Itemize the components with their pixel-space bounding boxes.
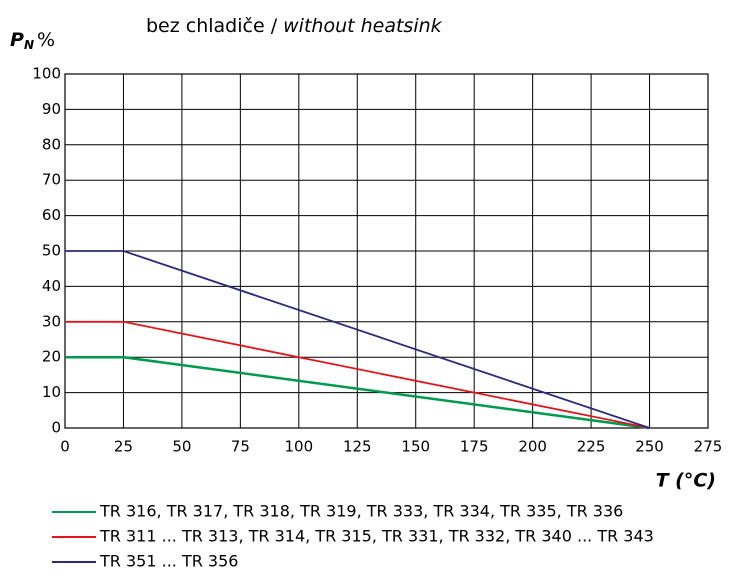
x-tick-label: 50 bbox=[172, 438, 191, 456]
title-cz: bez chladiče / bbox=[146, 15, 278, 37]
x-tick-label: 275 bbox=[694, 438, 723, 456]
y-tick-label: 40 bbox=[42, 277, 61, 295]
y-tick-label: 0 bbox=[51, 419, 61, 437]
y-tick-label: 70 bbox=[42, 171, 61, 189]
series-line bbox=[65, 355, 650, 430]
y-tick-label: 10 bbox=[42, 383, 61, 401]
series-line bbox=[65, 320, 650, 429]
y-tick-label: 20 bbox=[42, 348, 61, 366]
x-tick-label: 225 bbox=[577, 438, 606, 456]
x-tick-label: 150 bbox=[401, 438, 430, 456]
x-tick-label: 125 bbox=[343, 438, 372, 456]
x-tick-label: 200 bbox=[518, 438, 547, 456]
y-label-unit: % bbox=[37, 29, 55, 51]
x-tick-label: 0 bbox=[60, 438, 70, 456]
x-tick-label: 175 bbox=[460, 438, 489, 456]
y-tick-label: 30 bbox=[42, 312, 61, 330]
y-axis-label: PN% bbox=[10, 29, 55, 52]
chart-title: bez chladiče / without heatsink bbox=[146, 15, 443, 37]
x-axis-label: T (°C) bbox=[656, 470, 716, 492]
legend-label: TR 311 ... TR 313, TR 314, TR 315, TR 33… bbox=[99, 527, 654, 546]
y-tick-label: 90 bbox=[42, 100, 61, 118]
legend-label: TR 316, TR 317, TR 318, TR 319, TR 333, … bbox=[99, 502, 623, 521]
series-line bbox=[65, 250, 650, 429]
title-en: without heatsink bbox=[283, 15, 443, 37]
y-label-symbol: P bbox=[10, 29, 24, 51]
y-tick-label: 60 bbox=[42, 206, 61, 224]
x-tick-label: 250 bbox=[635, 438, 664, 456]
y-tick-label: 80 bbox=[42, 135, 61, 153]
y-label-subscript: N bbox=[24, 38, 34, 52]
y-tick-label: 50 bbox=[42, 242, 61, 260]
x-tick-label: 100 bbox=[284, 438, 313, 456]
y-tick-label: 100 bbox=[32, 65, 61, 83]
x-tick-label: 25 bbox=[114, 438, 133, 456]
legend-label: TR 351 ... TR 356 bbox=[99, 552, 238, 571]
x-tick-label: 75 bbox=[231, 438, 250, 456]
